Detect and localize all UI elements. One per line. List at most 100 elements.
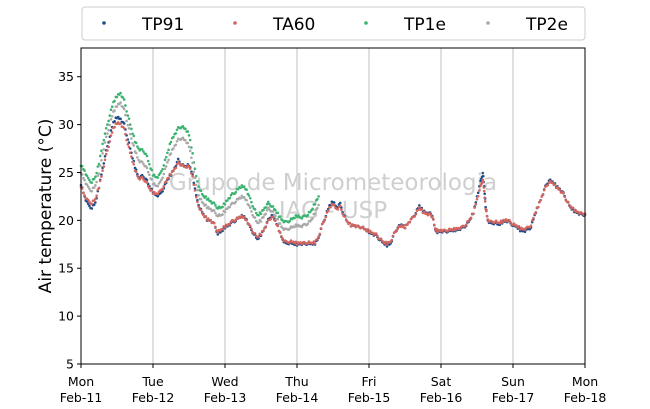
data-point <box>191 175 194 178</box>
data-point <box>156 176 160 179</box>
data-point <box>482 189 486 193</box>
data-point <box>188 149 192 153</box>
data-point <box>268 202 271 206</box>
data-point <box>161 187 164 191</box>
data-point <box>300 217 304 220</box>
data-point <box>478 189 481 192</box>
data-point <box>128 123 132 126</box>
data-point <box>271 215 275 219</box>
data-point <box>95 194 98 198</box>
data-point <box>311 217 314 220</box>
data-point <box>144 152 148 156</box>
data-point <box>332 203 336 207</box>
data-point <box>119 117 122 121</box>
data-point <box>318 232 322 236</box>
data-point <box>432 218 435 221</box>
data-point <box>148 162 151 166</box>
data-point <box>396 227 400 230</box>
data-point <box>509 220 512 224</box>
data-point <box>193 167 197 171</box>
data-point <box>340 208 343 212</box>
y-tick-label: 25 <box>58 165 74 180</box>
data-point <box>185 166 188 169</box>
data-point <box>190 146 193 149</box>
data-point <box>239 196 242 200</box>
data-point <box>119 91 122 95</box>
data-point <box>409 217 413 221</box>
data-point <box>556 185 559 189</box>
data-point <box>132 163 136 166</box>
data-point <box>197 194 200 197</box>
data-point <box>418 206 421 209</box>
data-point <box>92 203 96 207</box>
data-point <box>229 193 233 197</box>
data-point <box>264 212 268 216</box>
data-point <box>458 227 462 231</box>
data-point <box>92 177 96 181</box>
data-point <box>454 228 457 232</box>
data-point <box>343 215 347 218</box>
data-point <box>172 169 175 173</box>
data-point <box>532 216 535 220</box>
data-point <box>259 220 263 223</box>
data-point <box>271 210 275 213</box>
data-point <box>248 196 252 200</box>
data-point <box>88 178 91 182</box>
data-point <box>264 206 268 209</box>
data-point <box>250 210 253 213</box>
data-point <box>245 219 248 222</box>
data-point <box>278 230 282 234</box>
data-point <box>136 145 139 148</box>
data-point <box>130 155 133 158</box>
data-point <box>136 156 139 159</box>
data-point <box>474 201 478 204</box>
data-point <box>161 167 164 171</box>
data-point <box>130 127 133 131</box>
data-point <box>221 213 224 216</box>
data-point <box>85 174 89 178</box>
data-point <box>293 225 296 229</box>
data-point <box>402 224 406 227</box>
data-point <box>96 165 100 168</box>
data-point <box>312 240 316 243</box>
data-point <box>239 186 242 190</box>
data-point <box>250 227 253 231</box>
data-point <box>239 216 242 220</box>
series-tp1e <box>79 91 320 224</box>
data-point <box>280 234 283 238</box>
data-point <box>90 189 94 193</box>
data-point <box>245 188 248 192</box>
data-point <box>194 193 198 197</box>
data-point <box>451 228 455 232</box>
data-point <box>108 140 112 143</box>
data-point <box>90 181 94 184</box>
data-point <box>125 110 128 113</box>
data-point <box>190 172 193 175</box>
data-point <box>104 126 108 130</box>
data-point <box>103 141 107 144</box>
data-point <box>482 186 486 189</box>
data-point <box>483 200 487 203</box>
data-point <box>100 149 103 153</box>
x-tick-date-label: Feb-12 <box>132 390 175 405</box>
data-point <box>192 170 196 174</box>
data-point <box>92 186 96 189</box>
data-point <box>196 200 199 204</box>
plot-frame <box>80 47 586 365</box>
data-point <box>316 206 319 210</box>
data-point <box>132 144 136 147</box>
data-point <box>131 142 134 145</box>
data-point <box>108 114 112 117</box>
y-tick-label: 30 <box>58 117 74 132</box>
data-point <box>146 170 150 174</box>
x-tick-date-label: Feb-14 <box>276 390 319 405</box>
watermark-line: Grupo de Micrometeorologia <box>169 170 497 196</box>
data-point <box>152 182 156 185</box>
data-point <box>80 164 84 168</box>
data-point <box>97 172 101 175</box>
data-point <box>113 120 116 123</box>
data-point <box>317 195 320 198</box>
data-point <box>202 202 205 205</box>
data-point <box>240 214 244 217</box>
